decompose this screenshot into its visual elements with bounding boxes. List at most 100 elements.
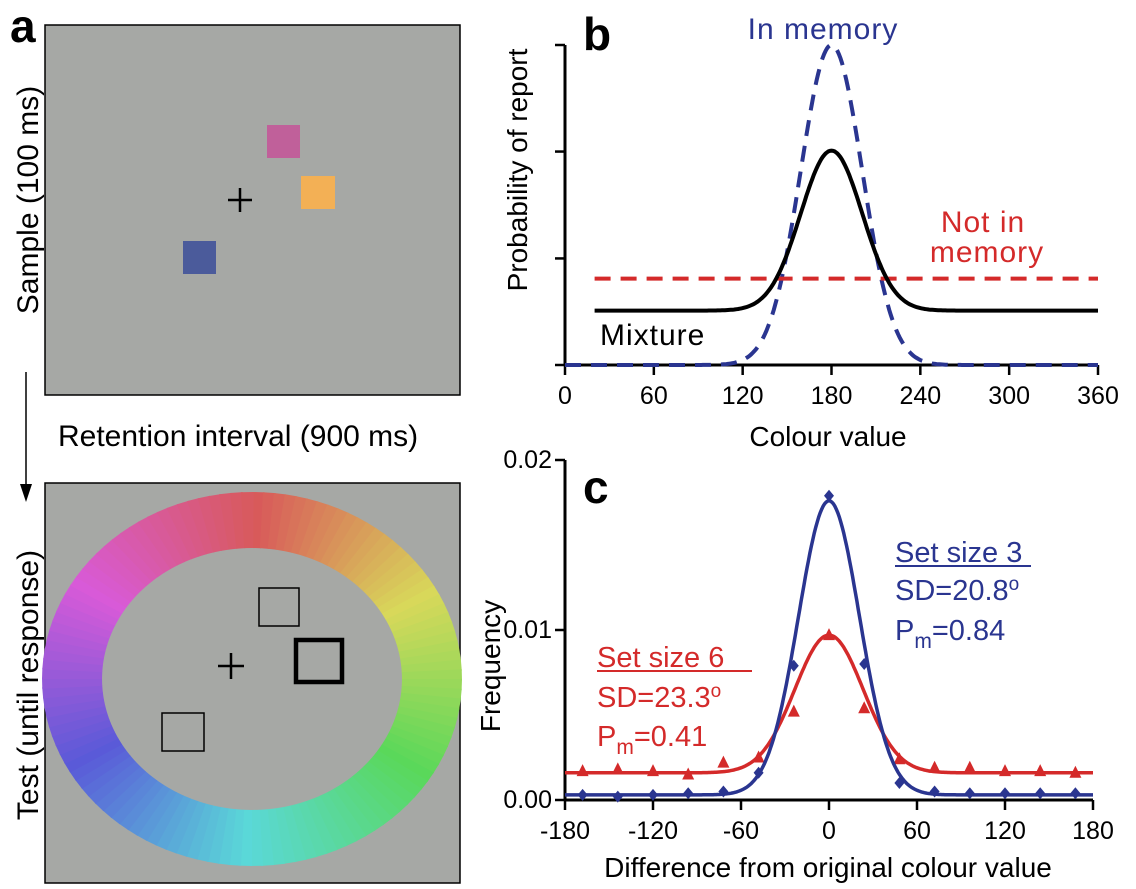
color-wheel-segment[interactable] [391, 719, 452, 748]
color-wheel-segment[interactable] [95, 545, 147, 592]
color-wheel-segment[interactable] [259, 492, 276, 549]
color-wheel-segment[interactable] [103, 539, 153, 587]
color-wheel-segment[interactable] [94, 765, 146, 812]
color-wheel-segment[interactable] [367, 755, 422, 798]
color-wheel-segment[interactable] [49, 619, 110, 646]
color-wheel-segment[interactable] [43, 648, 105, 666]
color-wheel-segment[interactable] [175, 800, 206, 857]
color-wheel-segment[interactable] [156, 507, 193, 563]
color-wheel-segment[interactable] [81, 755, 136, 797]
color-wheel-segment[interactable] [297, 801, 328, 858]
color-wheel-segment[interactable] [55, 601, 116, 633]
color-wheel-segment[interactable] [228, 809, 245, 866]
color-wheel-segment[interactable] [394, 621, 456, 647]
color-wheel-segment[interactable] [75, 567, 132, 608]
color-wheel-segment[interactable] [110, 775, 158, 825]
color-wheel-segment[interactable] [304, 798, 338, 855]
color-wheel-segment[interactable] [362, 761, 416, 806]
color-wheel-segment[interactable] [111, 532, 159, 582]
color-wheel-segment[interactable] [176, 500, 207, 557]
color-wheel-segment[interactable] [381, 738, 440, 774]
color-wheel-segment[interactable] [74, 749, 131, 789]
color-wheel-segment[interactable] [377, 744, 434, 783]
color-wheel-segment[interactable] [250, 809, 263, 866]
color-wheel-segment[interactable] [398, 640, 460, 660]
color-wheel-segment[interactable] [401, 685, 462, 701]
color-wheel-segment[interactable] [155, 795, 191, 850]
color-wheel-segment[interactable] [165, 798, 199, 854]
color-wheel-segment[interactable] [298, 501, 329, 558]
color-wheel-segment[interactable] [166, 503, 200, 560]
color-wheel-segment[interactable] [208, 494, 230, 551]
color-wheel-segment[interactable] [147, 511, 185, 566]
color-wheel-segment[interactable] [197, 495, 222, 553]
color-wheel-segment[interactable] [137, 516, 179, 570]
color-wheel-segment[interactable] [102, 770, 152, 818]
color-wheel-segment[interactable] [373, 569, 430, 609]
color-wheel-segment[interactable] [46, 705, 108, 728]
color-wheel-segment[interactable] [60, 592, 119, 626]
color-wheel-segment[interactable] [187, 497, 215, 555]
color-wheel-segment[interactable] [64, 737, 123, 773]
color-wheel-segment[interactable] [52, 610, 113, 639]
color-wheel-segment[interactable] [136, 788, 177, 841]
color-wheel-segment[interactable] [357, 766, 409, 813]
color-wheel-segment[interactable] [42, 677, 103, 689]
color-wheel-segment[interactable] [185, 803, 214, 860]
color-wheel-segment[interactable] [313, 508, 349, 563]
color-wheel-segment[interactable] [363, 553, 417, 598]
color-wheel-segment[interactable] [345, 776, 393, 826]
color-wheel-segment[interactable] [46, 629, 108, 652]
color-wheel-segment[interactable] [118, 780, 164, 831]
color-wheel-segment[interactable] [319, 792, 357, 847]
color-wheel-segment[interactable] [401, 659, 462, 674]
color-wheel-segment[interactable] [258, 809, 274, 866]
color-wheel-segment[interactable] [69, 743, 127, 781]
color-wheel-segment[interactable] [327, 517, 368, 570]
color-wheel-segment[interactable] [290, 498, 319, 555]
color-wheel-segment[interactable] [368, 561, 423, 603]
color-wheel-segment[interactable] [88, 552, 142, 597]
color-wheel-segment[interactable] [206, 806, 229, 864]
color-wheel-segment[interactable] [333, 522, 377, 574]
color-wheel-segment[interactable] [42, 657, 103, 673]
color-wheel-segment[interactable] [346, 533, 394, 583]
color-wheel-segment[interactable] [70, 575, 127, 614]
color-wheel-segment[interactable] [145, 791, 184, 846]
color-wheel-segment[interactable] [267, 493, 287, 550]
color-wheel-segment[interactable] [51, 718, 112, 747]
color-wheel-segment[interactable] [82, 560, 137, 603]
color-wheel-segment[interactable] [398, 699, 460, 720]
color-wheel-segment[interactable] [340, 527, 386, 578]
color-wheel-segment[interactable] [358, 546, 410, 593]
color-wheel-segment[interactable] [394, 712, 455, 739]
color-wheel-segment[interactable] [282, 805, 307, 863]
color-wheel-segment[interactable] [44, 638, 106, 659]
color-wheel-segment[interactable] [372, 750, 429, 791]
color-wheel-segment[interactable] [396, 630, 458, 653]
color-wheel-segment[interactable] [87, 760, 141, 805]
color-wheel-segment[interactable] [305, 504, 339, 560]
color-wheel-segment[interactable] [55, 724, 115, 756]
color-wheel-segment[interactable] [59, 731, 119, 764]
color-wheel-segment[interactable] [332, 784, 376, 837]
color-wheel-segment[interactable] [196, 805, 221, 862]
color-wheel-segment[interactable] [388, 725, 449, 757]
color-wheel-segment[interactable] [389, 602, 449, 634]
color-wheel-segment[interactable] [127, 784, 171, 836]
color-wheel-segment[interactable] [385, 732, 444, 766]
color-wheel-segment[interactable] [401, 669, 462, 681]
color-wheel-segment[interactable] [217, 808, 237, 865]
color-wheel-segment[interactable] [320, 512, 359, 567]
color-wheel-segment[interactable] [64, 584, 123, 620]
color-wheel-segment[interactable] [396, 706, 458, 729]
color-wheel-segment[interactable] [48, 711, 110, 737]
color-wheel-segment[interactable] [44, 698, 106, 718]
color-wheel-segment[interactable] [351, 771, 401, 819]
color-wheel-segment[interactable] [381, 585, 440, 621]
color-wheel-segment[interactable] [385, 594, 445, 627]
color-wheel-segment[interactable] [289, 803, 317, 861]
color-wheel-segment[interactable] [339, 780, 385, 832]
color-wheel-segment[interactable] [241, 492, 254, 549]
color-wheel-segment[interactable] [392, 611, 453, 640]
